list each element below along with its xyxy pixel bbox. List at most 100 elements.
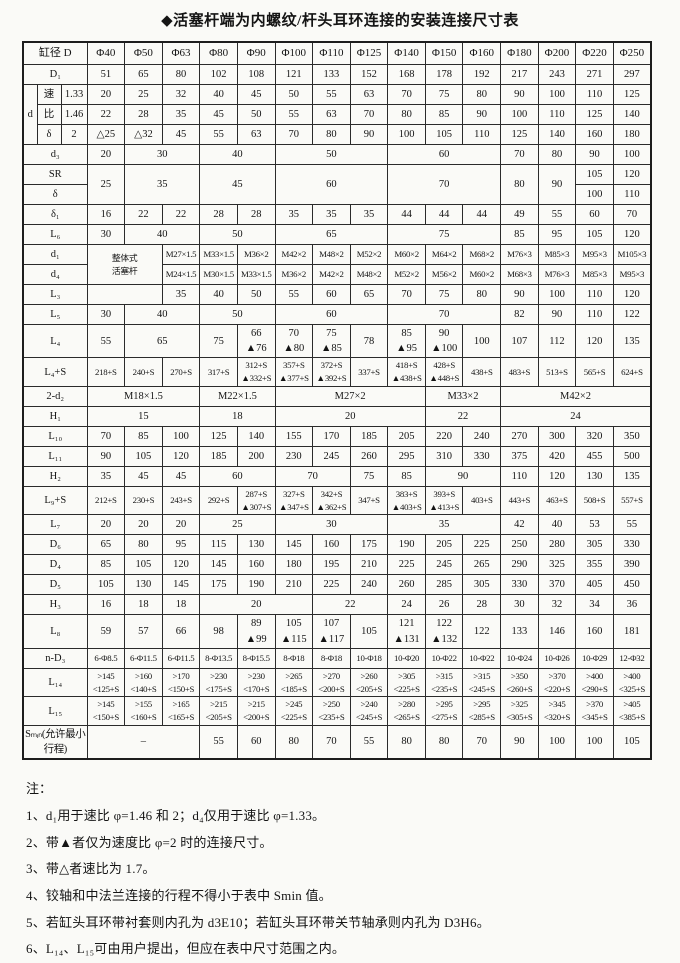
table-cell: Φ220 — [575, 41, 614, 65]
table-cell: M68×2 — [462, 244, 502, 265]
table-cell: 120 — [537, 465, 577, 487]
table-cell: 168 — [387, 64, 426, 85]
table-cell: 110 — [462, 124, 502, 145]
table-cell: 130 — [124, 574, 163, 596]
row-label: d — [22, 84, 38, 145]
table-cell: 85 ▲95 — [387, 323, 426, 359]
table-cell: 45 — [124, 465, 163, 487]
table-cell: 508+S — [575, 485, 614, 516]
row-label: L₆ — [22, 224, 88, 245]
table-cell: 393+S ▲413+S — [424, 485, 464, 516]
table-cell: 1.46 — [60, 104, 88, 125]
table-cell: Φ100 — [274, 41, 314, 65]
table-cell: 122 — [612, 304, 652, 325]
table-cell: 105 — [575, 224, 614, 245]
table-cell: Φ80 — [199, 41, 238, 65]
table-cell: 90 — [462, 104, 502, 125]
notes: 注： 1、d₁用于速比 φ=1.46 和 2；d₄仅用于速比 φ=1.33。 2、… — [26, 776, 680, 962]
table-cell: 40 — [124, 224, 201, 245]
row-label: L₄+S — [22, 357, 88, 387]
table-cell: >155 <160+S — [124, 696, 163, 726]
table-cell: 22 — [86, 104, 126, 125]
table-cell: >170 <150+S — [161, 667, 201, 698]
table-cell: M36×2 — [274, 264, 314, 285]
table-cell: 270+S — [161, 357, 201, 387]
table-cell: Φ150 — [424, 41, 464, 65]
table-cell: 102 — [199, 64, 238, 85]
table-cell: >160 <140+S — [124, 667, 163, 698]
table-cell: 330 — [462, 445, 502, 467]
table-cell: 25 — [124, 84, 163, 105]
table-cell: 192 — [462, 64, 502, 85]
table-cell: 55 — [274, 104, 314, 125]
table-cell: 70 — [462, 724, 502, 760]
table-cell: 292+S — [199, 485, 238, 516]
table-cell: 327+S ▲347+S — [274, 485, 314, 516]
table-cell: 100 — [537, 724, 577, 760]
table-cell: >400 <325+S — [612, 667, 652, 698]
table-cell: 185 — [199, 445, 238, 467]
table-cell: 50 — [199, 304, 276, 325]
table-cell: 整体式 活塞杆 — [86, 244, 163, 285]
table-cell: 8-Φ15.5 — [236, 647, 276, 669]
table-cell: 40 — [124, 304, 201, 325]
table-cell: >145 <150+S — [86, 696, 126, 726]
table-cell: 75 — [424, 84, 464, 105]
table-cell: >215 <200+S — [236, 696, 276, 726]
table-cell: 60 — [236, 724, 276, 760]
table-cell: 105 ▲115 — [274, 614, 314, 649]
table-cell: 100 — [462, 323, 502, 359]
table-cell: 80 — [274, 724, 314, 760]
table-cell: 320 — [575, 425, 614, 447]
table-cell: 10-Φ26 — [537, 647, 577, 669]
table-cell: 90 — [500, 284, 539, 305]
table-cell: 110 — [575, 304, 614, 325]
table-cell: 120 — [612, 284, 652, 305]
table-cell: 325 — [537, 554, 577, 576]
table-cell: 16 — [86, 594, 126, 616]
row-label: L₁₅ — [22, 696, 88, 726]
table-cell: 403+S — [462, 485, 502, 516]
table-cell: 8-Φ13.5 — [199, 647, 238, 669]
table-cell: >245 <225+S — [274, 696, 314, 726]
row-label: D₄ — [22, 554, 88, 576]
table-cell: 55 — [349, 724, 389, 760]
table-cell: 280 — [537, 534, 577, 556]
table-cell: 210 — [349, 554, 389, 576]
table-cell: 80 — [537, 144, 577, 165]
table-cell: 70 — [312, 724, 351, 760]
table-cell: 90 ▲100 — [424, 323, 464, 359]
row-label: δ — [36, 124, 62, 145]
table-cell: >230 <170+S — [236, 667, 276, 698]
table-cell: 1.33 — [60, 84, 88, 105]
row-label: L₄ — [22, 323, 88, 359]
table-cell: 160 — [236, 554, 276, 576]
table-cell: M76×3 — [537, 264, 577, 285]
table-cell: Φ125 — [349, 41, 389, 65]
table-cell: M85×3 — [575, 264, 614, 285]
table-cell: 20 — [124, 514, 163, 536]
table-cell: 89 ▲99 — [236, 614, 276, 649]
row-label: L₈ — [22, 614, 88, 649]
table-cell: 32 — [161, 84, 201, 105]
table-cell: 357+S ▲377+S — [274, 357, 314, 387]
table-cell: 90 — [424, 465, 502, 487]
table-cell: 133 — [500, 614, 539, 649]
table-cell: 287+S ▲307+S — [236, 485, 276, 516]
table-cell: 135 — [612, 465, 652, 487]
table-cell: 125 — [575, 104, 614, 125]
table-cell: 65 — [124, 323, 201, 359]
table-cell: 185 — [349, 425, 389, 447]
table-cell: 82 — [500, 304, 539, 325]
table-cell: M52×2 — [387, 264, 426, 285]
row-label: L₃ — [22, 284, 88, 305]
table-cell: 121 ▲131 — [387, 614, 426, 649]
table-cell: 317+S — [199, 357, 238, 387]
table-cell: M105×3 — [612, 244, 652, 265]
row-label: D₅ — [22, 574, 88, 596]
table-cell: Φ63 — [161, 41, 201, 65]
table-cell: 85 — [387, 465, 426, 487]
table-cell: 350 — [612, 425, 652, 447]
table-cell: 35 — [387, 514, 502, 536]
table-cell: M48×2 — [349, 264, 389, 285]
